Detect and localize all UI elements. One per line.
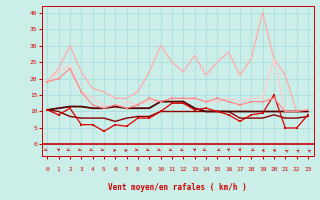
X-axis label: Vent moyen/en rafales ( km/h ): Vent moyen/en rafales ( km/h ) — [108, 183, 247, 192]
